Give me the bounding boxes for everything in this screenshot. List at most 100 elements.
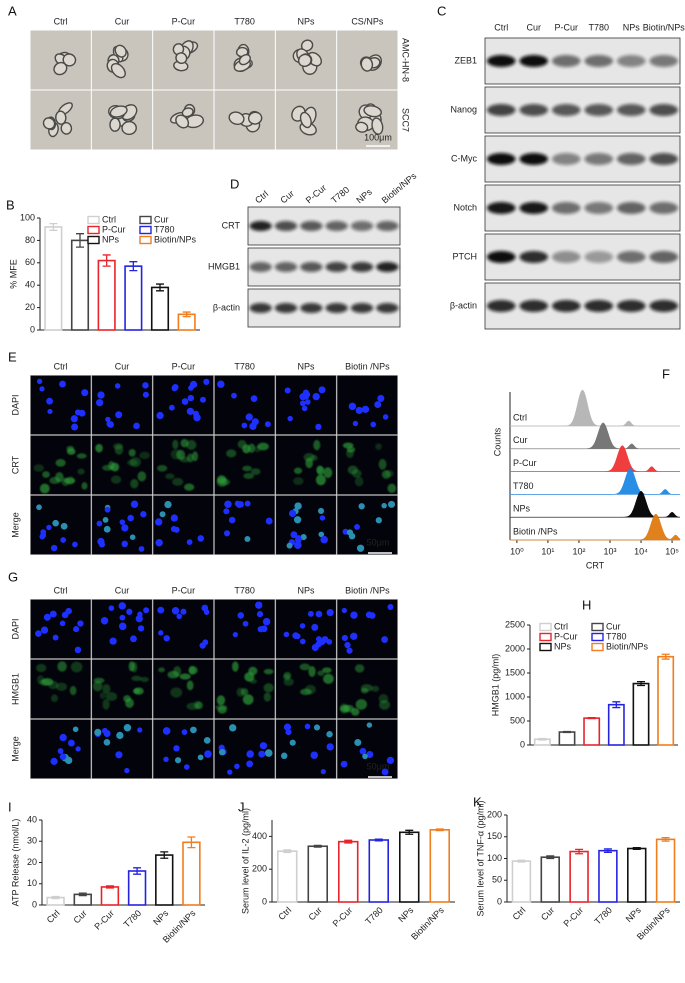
green-signal bbox=[170, 449, 182, 460]
error-bar bbox=[374, 838, 383, 842]
nucleus bbox=[137, 625, 145, 632]
nucleus bbox=[163, 635, 170, 642]
column-label: Cur bbox=[115, 585, 130, 595]
green-signal bbox=[242, 444, 251, 454]
panel-letter: A bbox=[8, 3, 17, 18]
green-signal bbox=[240, 688, 249, 696]
nucleus bbox=[130, 500, 139, 508]
bar bbox=[598, 849, 618, 903]
bar bbox=[429, 829, 451, 903]
bar bbox=[70, 239, 90, 331]
y-tick-label: 0 bbox=[32, 899, 37, 909]
green-signal bbox=[132, 688, 140, 694]
histogram bbox=[510, 490, 681, 518]
band bbox=[584, 55, 614, 67]
green-signal bbox=[323, 467, 333, 479]
green-signal bbox=[263, 668, 274, 675]
band bbox=[300, 303, 323, 313]
green-signal bbox=[354, 476, 364, 487]
legend-swatch bbox=[591, 642, 604, 652]
nucleus bbox=[358, 503, 365, 510]
nucleus bbox=[159, 511, 166, 518]
micrograph bbox=[30, 495, 92, 555]
nucleus bbox=[293, 516, 302, 524]
nucleus bbox=[116, 731, 124, 740]
band bbox=[486, 300, 516, 312]
nucleus bbox=[231, 392, 237, 399]
micrograph bbox=[214, 495, 276, 555]
green-signal bbox=[215, 704, 228, 711]
nucleus bbox=[181, 398, 189, 405]
green-signal bbox=[293, 467, 303, 475]
micrograph bbox=[275, 599, 337, 659]
bar bbox=[182, 841, 201, 906]
nucleus bbox=[326, 743, 334, 751]
series-label: T780 bbox=[513, 481, 534, 491]
nucleus bbox=[173, 526, 180, 533]
y-tick-label: 0 bbox=[262, 896, 267, 906]
x-tick-label: 10⁰ bbox=[510, 546, 524, 556]
cell bbox=[60, 121, 73, 135]
nucleus bbox=[121, 524, 129, 532]
nucleus bbox=[142, 382, 149, 389]
nucleus bbox=[40, 529, 47, 535]
nucleus bbox=[35, 630, 42, 637]
green-signal bbox=[114, 444, 124, 455]
micrograph bbox=[91, 719, 153, 779]
row-label: Merge bbox=[10, 736, 20, 762]
nucleus bbox=[101, 727, 108, 734]
error-bar bbox=[575, 848, 584, 855]
green-signal bbox=[315, 474, 326, 486]
nucleus bbox=[234, 500, 241, 507]
x-axis-label: CRT bbox=[586, 560, 605, 570]
column-label: Ctrl bbox=[54, 16, 68, 26]
bar bbox=[124, 265, 143, 331]
nucleus bbox=[203, 609, 210, 615]
cell bbox=[228, 111, 245, 126]
series-label: NPs bbox=[513, 504, 531, 514]
band bbox=[649, 251, 679, 263]
panel-letter: G bbox=[8, 569, 18, 584]
y-tick-label: 150 bbox=[487, 831, 502, 841]
panel-letter: K bbox=[473, 794, 482, 809]
band bbox=[486, 104, 516, 116]
y-tick-label: 0 bbox=[497, 896, 502, 906]
bar bbox=[307, 845, 329, 903]
nucleus bbox=[176, 613, 183, 620]
nucleus bbox=[105, 416, 111, 423]
bar bbox=[155, 854, 174, 906]
green-signal bbox=[128, 449, 136, 457]
nucleus bbox=[264, 421, 271, 428]
row-label: ZEB1 bbox=[454, 55, 477, 65]
nucleus bbox=[319, 515, 326, 521]
nucleus bbox=[119, 614, 126, 621]
nucleus bbox=[299, 623, 306, 629]
band bbox=[551, 153, 581, 165]
band bbox=[350, 303, 374, 313]
histogram bbox=[510, 513, 681, 541]
nucleus bbox=[47, 408, 53, 415]
nucleus bbox=[36, 378, 43, 385]
band bbox=[325, 262, 348, 272]
x-tick-label: 10³ bbox=[603, 546, 616, 556]
error-bar bbox=[344, 839, 353, 844]
bar bbox=[100, 886, 120, 906]
band bbox=[616, 104, 646, 116]
series-label: Ctrl bbox=[513, 412, 527, 422]
nucleus bbox=[130, 635, 137, 643]
column-label: NPs bbox=[297, 16, 315, 26]
nucleus bbox=[71, 423, 79, 431]
green-signal bbox=[378, 693, 389, 704]
nucleus bbox=[354, 738, 362, 747]
nucleus bbox=[237, 612, 245, 619]
green-signal bbox=[293, 477, 304, 486]
error-bar bbox=[632, 846, 641, 851]
band bbox=[584, 300, 614, 312]
band bbox=[649, 153, 679, 165]
nucleus bbox=[46, 524, 52, 531]
green-signal bbox=[55, 682, 68, 691]
nucleus bbox=[181, 729, 188, 736]
nucleus bbox=[97, 537, 105, 546]
nucleus bbox=[46, 397, 53, 405]
nucleus bbox=[39, 386, 45, 392]
